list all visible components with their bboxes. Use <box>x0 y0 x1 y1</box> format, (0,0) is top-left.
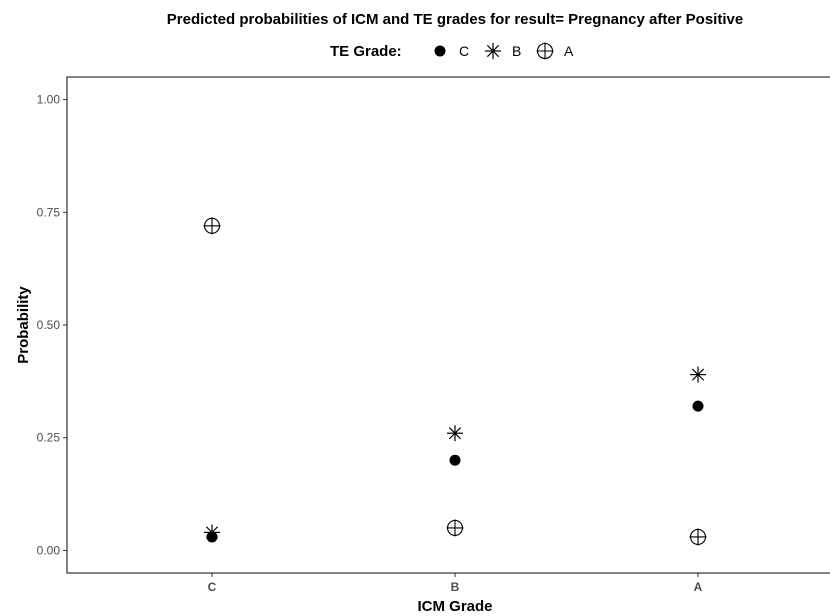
legend-key-c <box>434 45 446 57</box>
data-point-c-b <box>449 454 461 466</box>
data-point-a-b <box>446 519 464 537</box>
data-points <box>203 217 707 546</box>
x-tick-label: C <box>208 580 217 594</box>
x-axis-title: ICM Grade <box>417 598 492 615</box>
chart-title: Predicted probabilities of ICM and TE gr… <box>167 11 743 28</box>
data-point-b-a <box>690 366 706 383</box>
y-tick-label: 0.25 <box>37 431 61 445</box>
legend-label: C <box>459 43 469 59</box>
legend-item-a: A <box>536 42 574 60</box>
x-tick-label: B <box>451 580 460 594</box>
data-point-c-a <box>692 400 704 412</box>
legend-label: B <box>512 43 521 59</box>
legend-label: A <box>564 43 574 59</box>
data-point-a-c <box>203 217 221 235</box>
data-point-b-c <box>204 524 220 541</box>
legend-key-b <box>485 43 501 59</box>
data-point-a-a <box>689 528 707 546</box>
legend-item-b: B <box>485 43 521 59</box>
legend-item-c: C <box>434 43 469 59</box>
y-tick-label: 0.50 <box>37 318 61 332</box>
y-tick-label: 0.75 <box>37 205 61 219</box>
data-point-b-b <box>447 425 463 442</box>
y-axis: 0.00 0.25 0.50 0.75 1.00 <box>37 93 67 557</box>
y-axis-title: Probability <box>15 286 32 364</box>
y-tick-label: 1.00 <box>37 93 61 107</box>
legend-title: TE Grade: <box>330 43 402 60</box>
legend-key-a <box>536 42 554 60</box>
plot-panel <box>66 76 830 574</box>
y-tick-label: 0.00 <box>37 543 61 557</box>
x-tick-label: A <box>694 580 703 594</box>
legend: TE Grade: C B A <box>330 42 574 60</box>
